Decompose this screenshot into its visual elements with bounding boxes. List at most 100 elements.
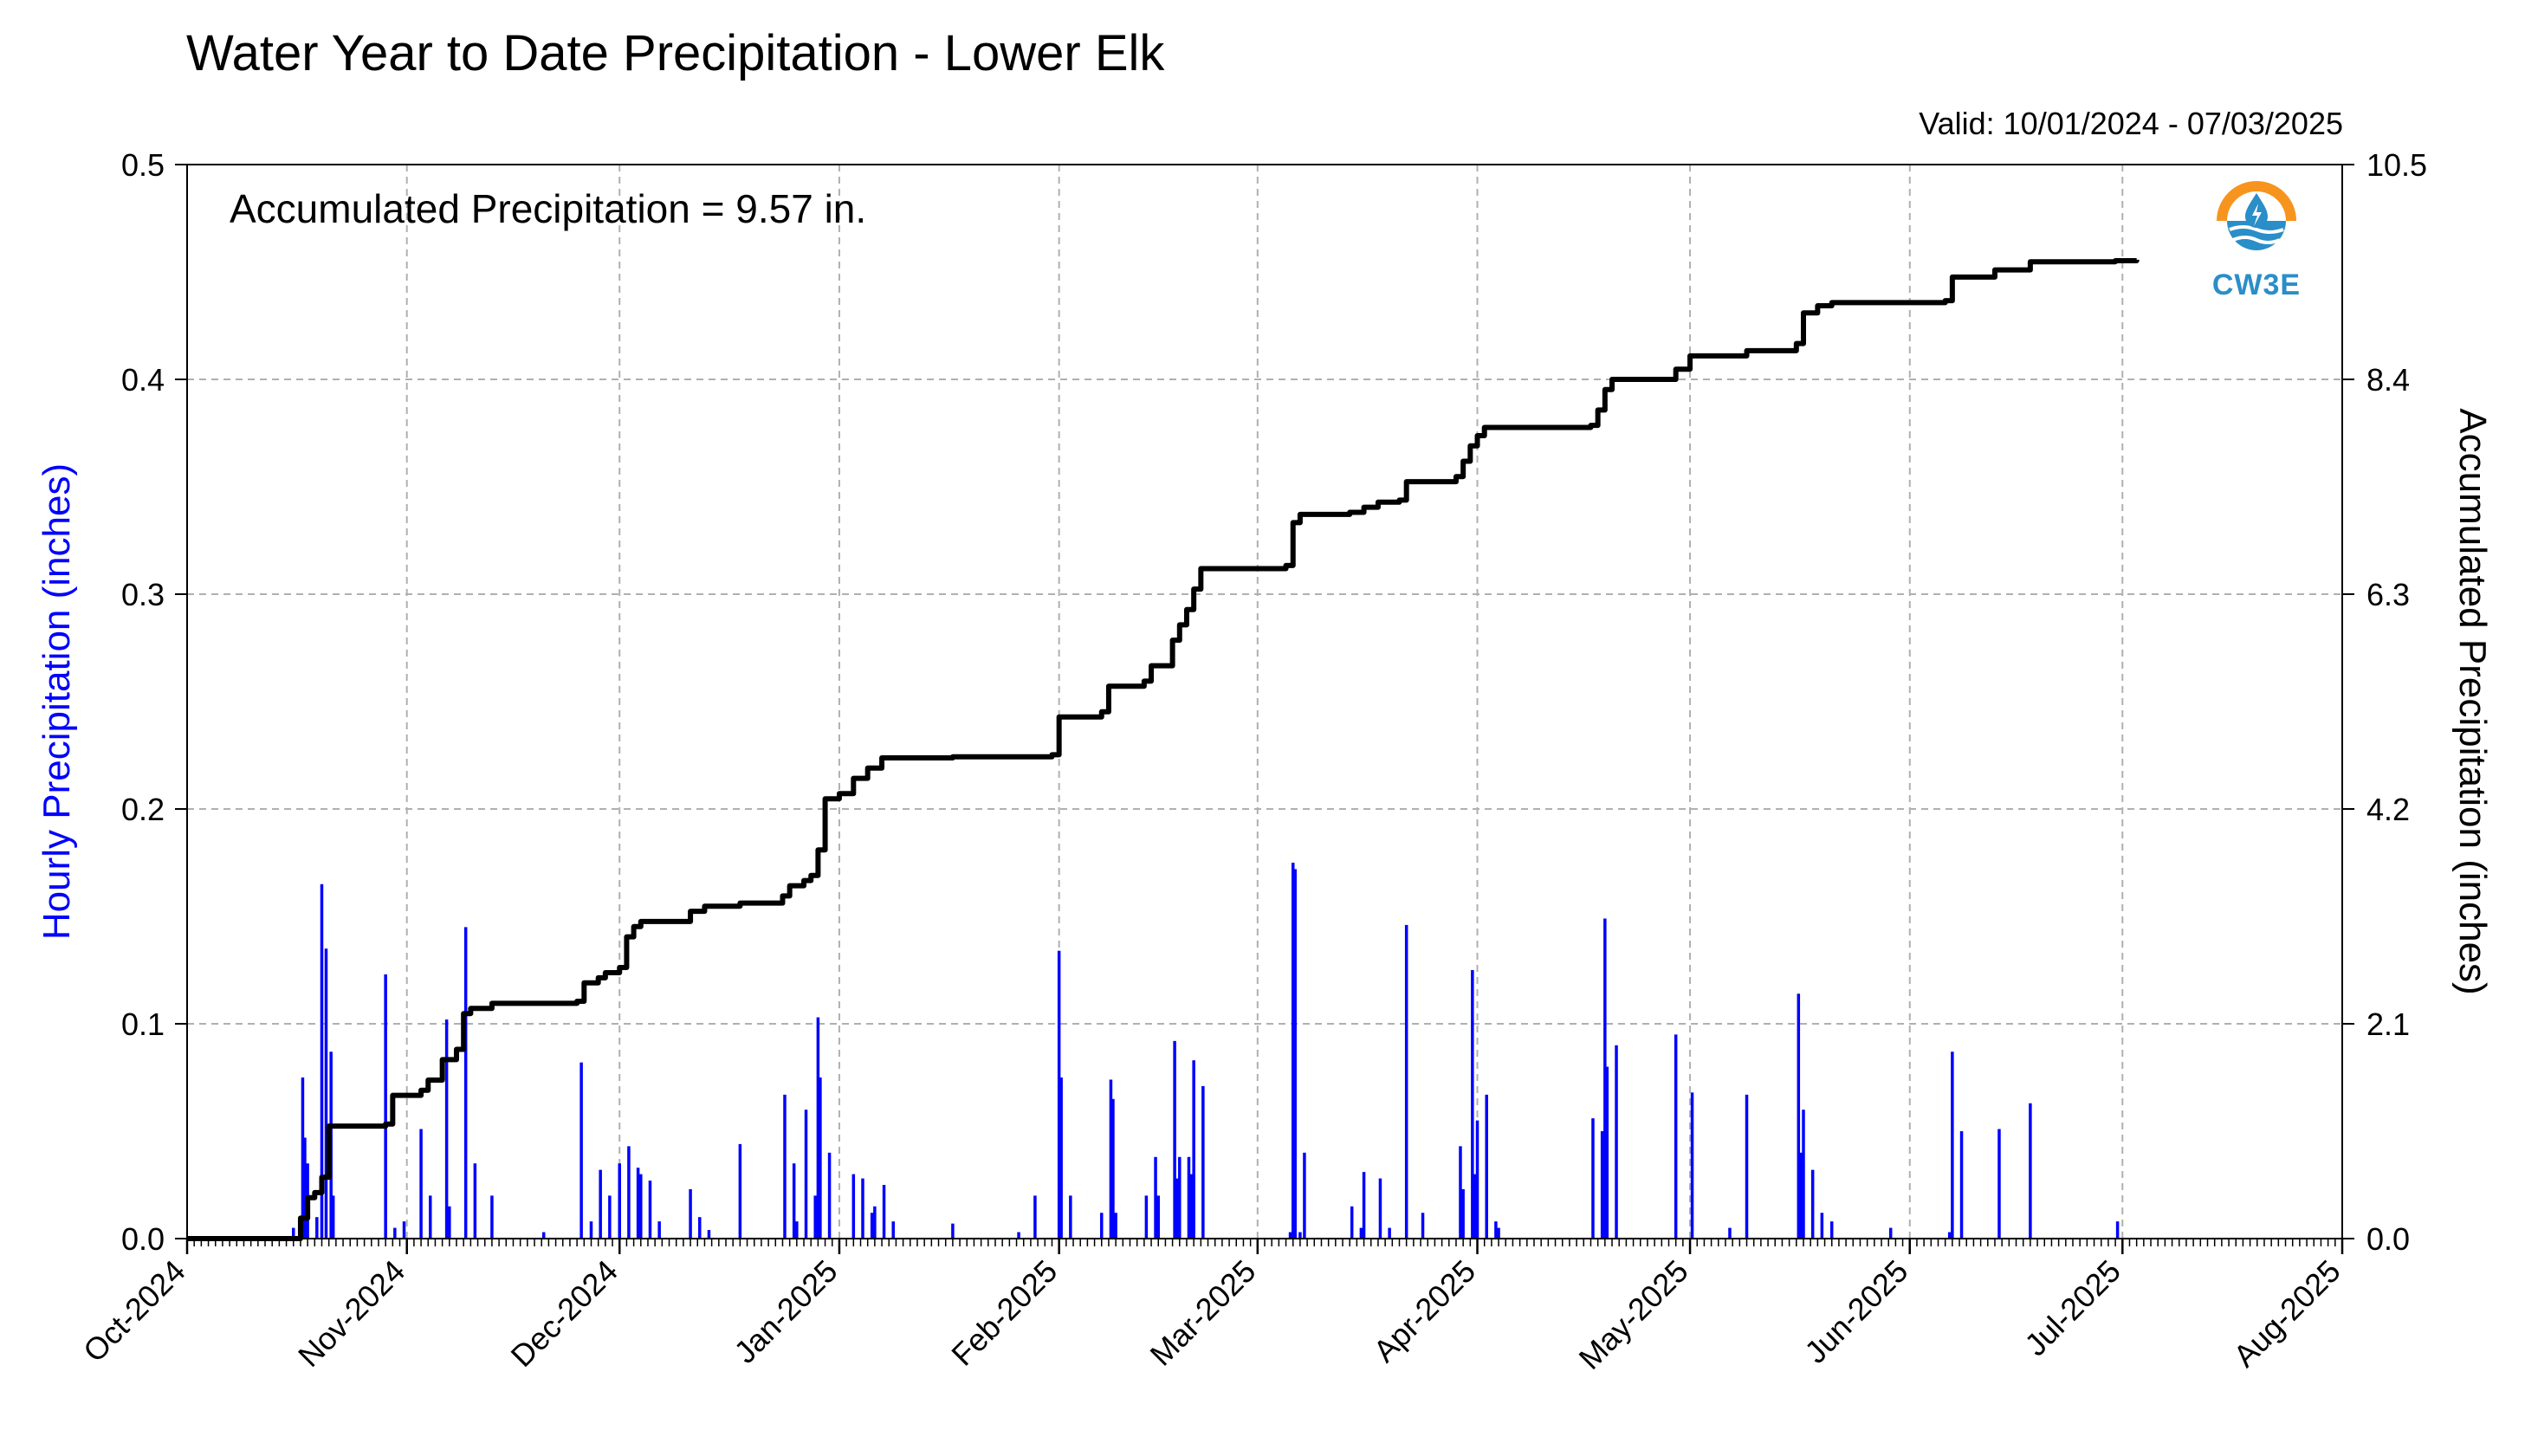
hourly-bar: [1388, 1227, 1391, 1239]
accumulated-annotation: Accumulated Precipitation = 9.57 in.: [230, 186, 866, 231]
hourly-bar: [1799, 1152, 1803, 1239]
hourly-bar: [827, 1152, 832, 1239]
hourly-bar: [384, 974, 387, 1239]
hourly-bar: [1192, 1060, 1195, 1239]
hourly-bar: [2115, 1221, 2120, 1239]
hourly-bar: [816, 1017, 820, 1239]
hourly-bar: [951, 1223, 955, 1239]
hourly-bar: [301, 1077, 305, 1239]
y-right-tick-label: 8.4: [2366, 362, 2410, 398]
hourly-bar: [1810, 1169, 1815, 1239]
hourly-bar: [589, 1221, 593, 1239]
hourly-bar: [1959, 1131, 1964, 1239]
hourly-bar: [795, 1221, 799, 1239]
hourly-bar: [1690, 1092, 1694, 1239]
hourly-bar: [444, 1019, 449, 1239]
y-left-axis-label: Hourly Precipitation (inches): [36, 463, 78, 940]
hourly-bar: [689, 1188, 692, 1239]
hourly-bar: [448, 1206, 451, 1239]
hourly-bar: [1674, 1034, 1678, 1239]
hourly-bar: [1156, 1195, 1160, 1239]
hourly-bar: [1494, 1221, 1498, 1239]
hourly-bar: [1745, 1094, 1749, 1239]
hourly-bar: [1829, 1221, 1834, 1239]
cw3e-logo: CW3E: [2209, 178, 2304, 302]
hourly-bar: [1600, 1131, 1604, 1239]
hourly-bar: [1615, 1045, 1618, 1239]
hourly-bar: [1144, 1195, 1149, 1239]
hourly-bar: [1951, 1052, 1954, 1239]
hourly-bar: [1069, 1195, 1072, 1239]
hourly-bar: [792, 1163, 796, 1239]
hourly-bar: [1591, 1118, 1595, 1239]
x-tick-label: Mar-2025: [1143, 1253, 1263, 1373]
hourly-bar: [1033, 1195, 1037, 1239]
hourly-bar: [1605, 1066, 1609, 1239]
hourly-bar: [639, 1174, 643, 1239]
hourly-bar: [429, 1195, 432, 1239]
x-tick-label: Jul-2025: [2017, 1253, 2127, 1363]
hourly-bar: [1298, 1232, 1302, 1239]
hourly-bar: [1201, 1085, 1205, 1239]
x-tick-label: Oct-2024: [76, 1253, 192, 1369]
y-left-tick-label: 0.4: [121, 362, 165, 398]
hourly-bar: [1485, 1094, 1488, 1239]
hourly-bar: [1178, 1156, 1182, 1239]
hourly-bar: [1109, 1079, 1113, 1239]
hourly-bar: [698, 1217, 702, 1239]
hourly-bar: [1359, 1227, 1363, 1239]
y-left-tick-label: 0.2: [121, 792, 165, 827]
y-left-tick-label: 0.0: [121, 1221, 165, 1257]
chart-title: Water Year to Date Precipitation - Lower…: [186, 25, 1165, 81]
hourly-bar: [1291, 863, 1295, 1239]
hourly-bar: [331, 1195, 335, 1239]
x-tick-label: Dec-2024: [504, 1253, 625, 1374]
x-tick-label: Jun-2025: [1797, 1253, 1914, 1370]
hourly-bar: [463, 927, 468, 1239]
hourly-bar: [1603, 918, 1607, 1239]
y-right-tick-label: 0.0: [2366, 1221, 2410, 1257]
hourly-bar: [870, 1213, 874, 1239]
hourly-bar: [738, 1143, 742, 1239]
hourly-bar: [1288, 1232, 1292, 1239]
x-tick-label: Nov-2024: [291, 1253, 411, 1374]
logo-text: CW3E: [2211, 269, 2302, 301]
hourly-bar: [599, 1169, 602, 1239]
hourly-bar: [1473, 1174, 1477, 1239]
valid-date-range: Valid: 10/01/2024 - 07/03/2025: [1919, 106, 2343, 141]
hourly-bar: [1114, 1213, 1117, 1239]
hourly-bar: [1997, 1129, 2001, 1239]
hourly-bar: [2029, 1103, 2032, 1239]
y-left-tick-label: 0.5: [121, 147, 165, 183]
y-right-tick-label: 2.1: [2366, 1006, 2410, 1042]
hourly-bar: [657, 1221, 661, 1239]
y-left-tick-label: 0.1: [121, 1006, 165, 1042]
hourly-bar: [882, 1185, 886, 1239]
x-tick-label: Aug-2025: [2226, 1253, 2347, 1374]
hourly-bar: [608, 1195, 612, 1239]
y-right-tick-label: 10.5: [2366, 147, 2427, 183]
hourly-bar: [1378, 1178, 1382, 1239]
hourly-bar: [1293, 869, 1297, 1239]
hourly-bar: [1820, 1213, 1824, 1239]
hourly-bar: [1728, 1227, 1732, 1239]
hourly-bar: [1497, 1227, 1500, 1239]
hourly-bar: [618, 1163, 621, 1239]
hourly-bar: [1471, 970, 1474, 1239]
hourly-bar: [819, 1077, 822, 1239]
hourly-bar: [1475, 1120, 1479, 1239]
hourly-bar: [1111, 1098, 1115, 1239]
y-right-axis-label: Accumulated Precipitation (inches): [2451, 408, 2494, 994]
hourly-bar: [1947, 1232, 1952, 1239]
hourly-bar: [648, 1181, 652, 1239]
hourly-bar: [783, 1094, 787, 1239]
hourly-bar: [1175, 1178, 1179, 1239]
y-left-tick-label: 0.3: [121, 577, 165, 612]
hourly-bar: [490, 1195, 494, 1239]
hourly-bar: [1459, 1146, 1462, 1239]
hourly-bar: [1057, 950, 1061, 1239]
accumulated-line: [187, 258, 2140, 1241]
cw3e-logo-icon: [2213, 181, 2300, 264]
hourly-bar: [1350, 1206, 1354, 1239]
hourly-bar: [419, 1129, 423, 1239]
